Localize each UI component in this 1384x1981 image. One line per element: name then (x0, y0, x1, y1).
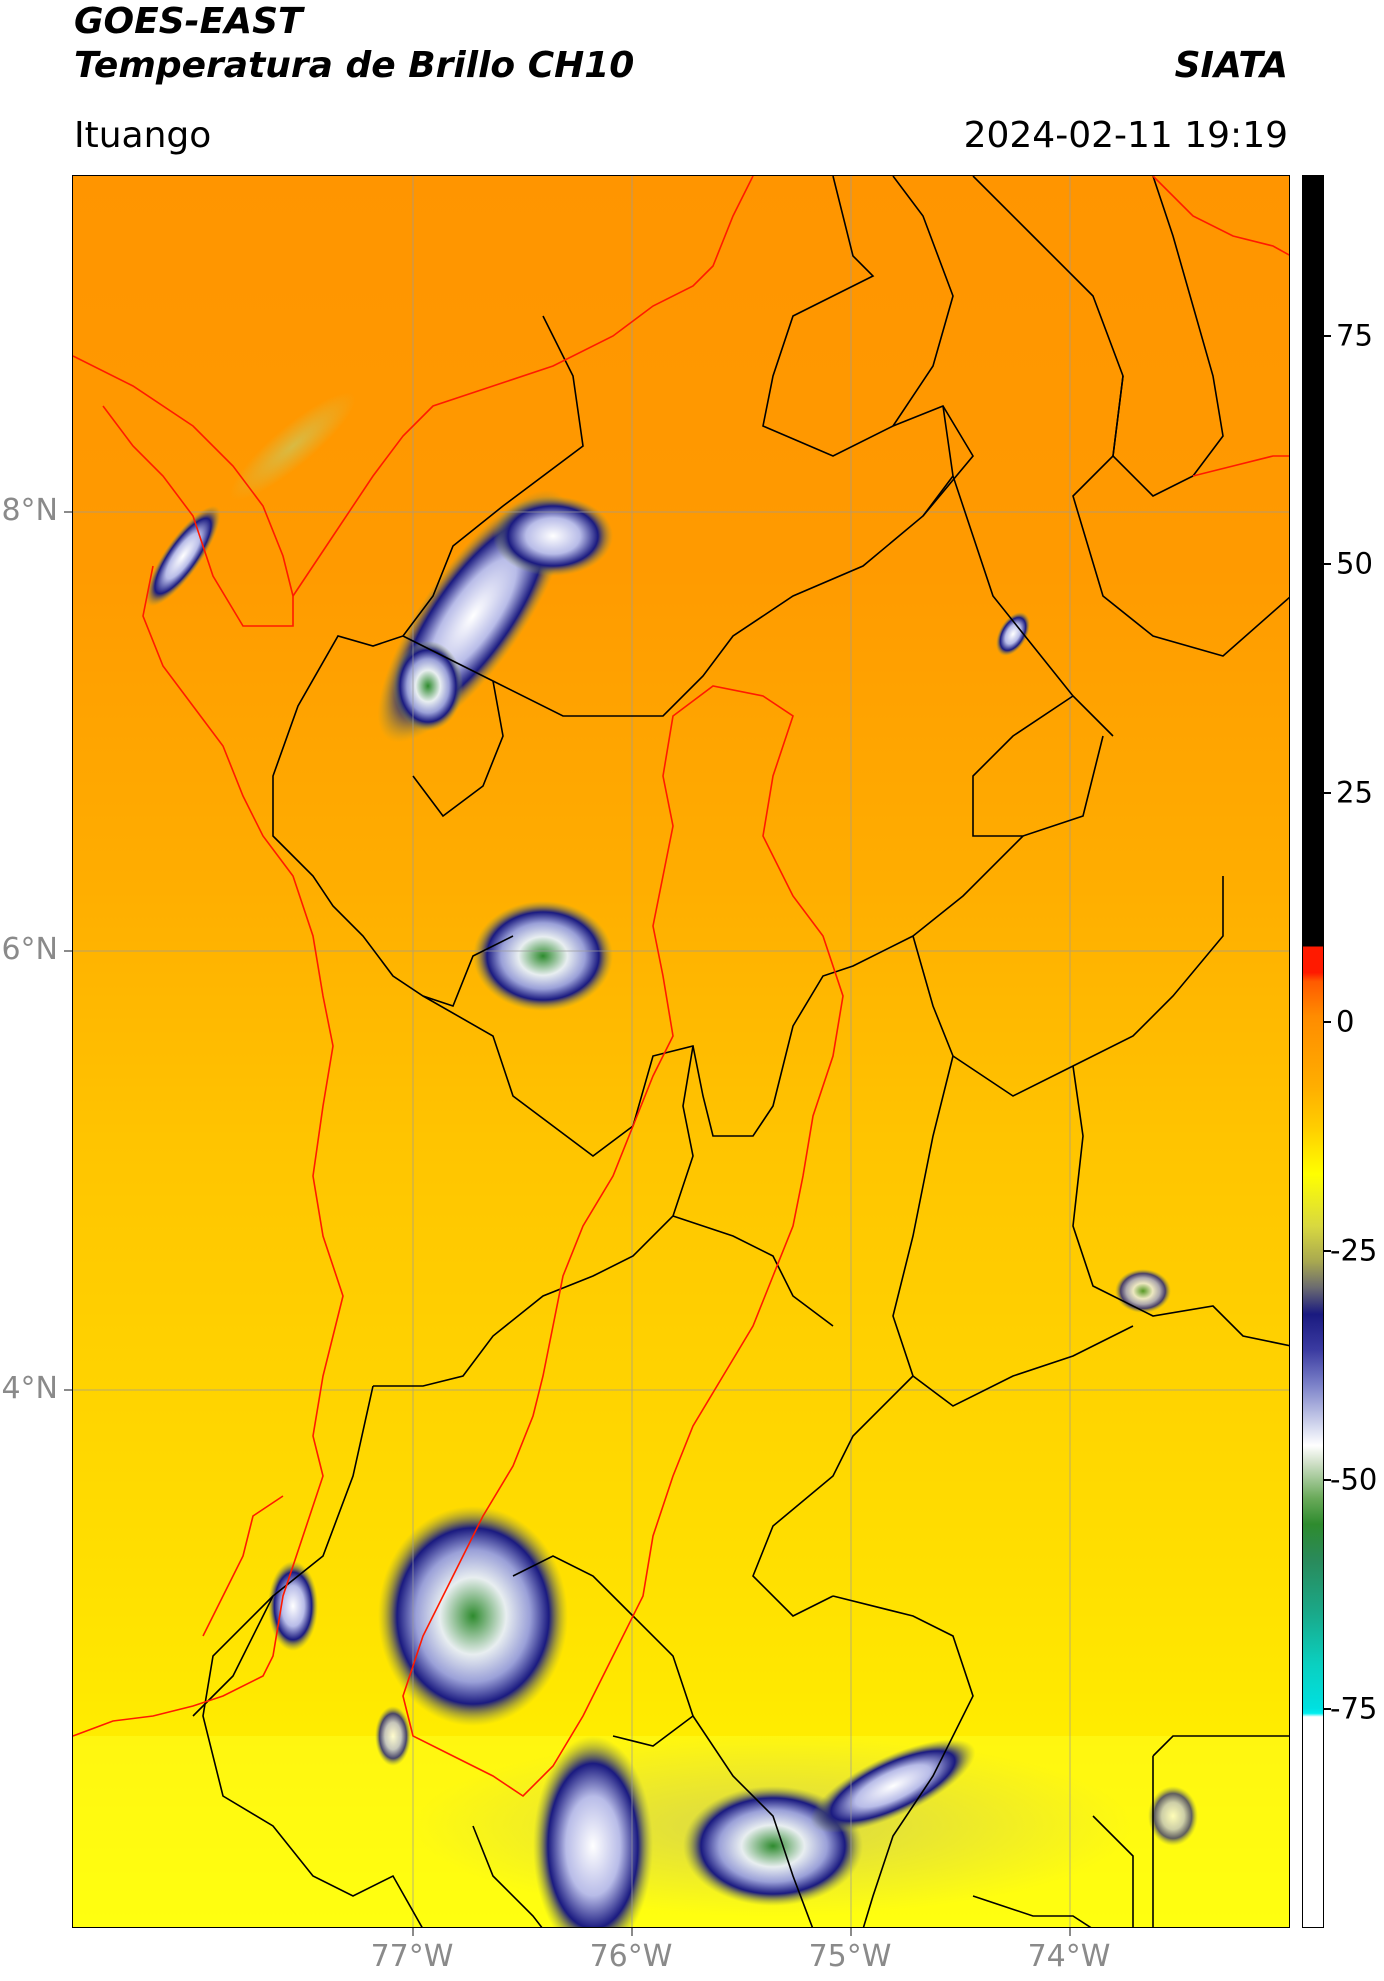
colorbar-label-minus50: -50 (1330, 1462, 1378, 1497)
lon-label-74w: 74°W (1027, 1939, 1111, 1974)
colorbar-label-minus75: -75 (1330, 1691, 1378, 1726)
cloud-center (473, 901, 613, 1011)
cloud-sw (533, 1736, 653, 1927)
map-svg (73, 176, 1289, 1927)
colorbar-label-50: 50 (1336, 546, 1373, 581)
satellite-title: GOES-EAST (74, 1, 303, 42)
colorbar-label-75: 75 (1336, 318, 1373, 353)
cloud-nw (145, 505, 221, 607)
lat-label-6n: 6°N (1, 932, 58, 967)
lon-label-75w: 75°W (808, 1939, 892, 1974)
colorbar-label-25: 25 (1336, 775, 1373, 810)
admin-boundaries (192, 176, 1289, 1927)
cloud-south (378, 1506, 568, 1726)
source-label: SIATA (1174, 45, 1288, 86)
colorbar-label-minus25: -25 (1330, 1233, 1378, 1268)
colorbar (1302, 175, 1324, 1928)
gridlines (73, 176, 1289, 1927)
colorbar-label-0: 0 (1336, 1004, 1355, 1039)
datetime-label: 2024-02-11 19:19 (963, 115, 1288, 156)
lat-label-8n: 8°N (1, 493, 58, 528)
coastline-borders (73, 176, 1289, 1798)
lon-label-76w: 76°W (589, 1939, 673, 1974)
region-label: Ituango (74, 115, 212, 156)
lon-label-77w: 77°W (370, 1939, 454, 1974)
satellite-map (72, 175, 1290, 1928)
lat-label-4n: 4°N (1, 1371, 58, 1406)
product-title: Temperatura de Brillo CH10 (74, 45, 635, 86)
temperature-field (73, 176, 1289, 1927)
cloud-east (995, 612, 1031, 656)
